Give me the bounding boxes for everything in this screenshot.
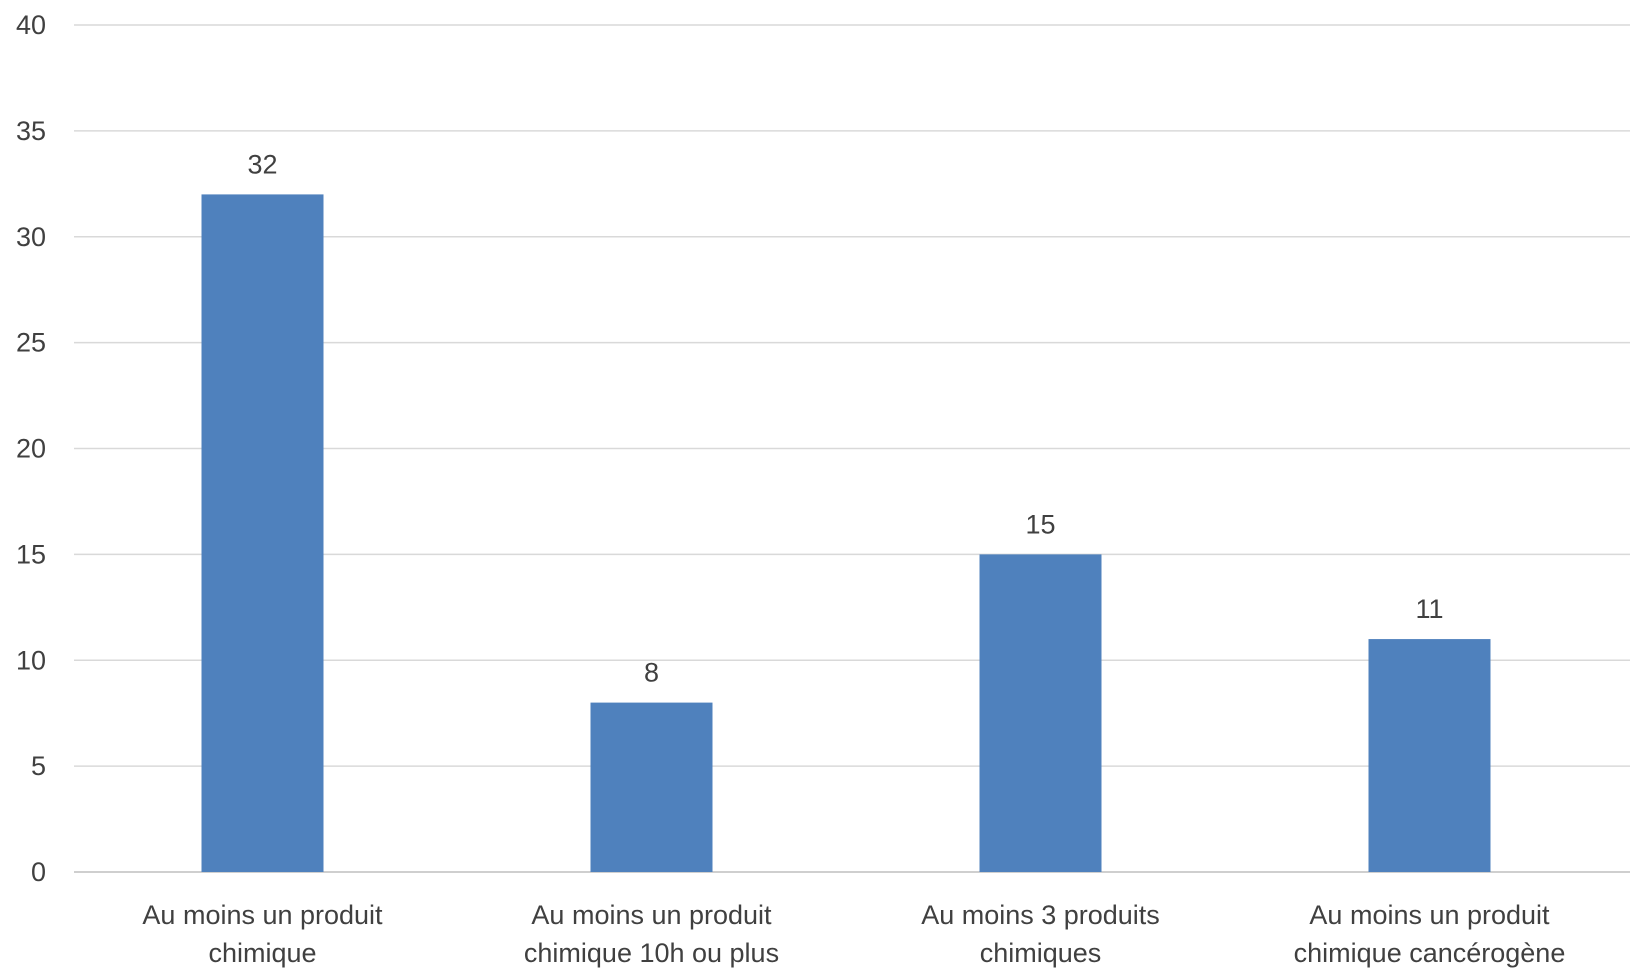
- x-axis-categories: Au moins un produit chimique Au moins un p…: [142, 900, 1565, 968]
- data-labels: 32 8 15 11: [247, 149, 1443, 687]
- data-label: 11: [1415, 594, 1443, 624]
- bar: [1369, 639, 1491, 872]
- data-label: 8: [644, 658, 659, 688]
- bar: [202, 194, 324, 872]
- x-tick-label: Au moins un produit: [531, 900, 772, 930]
- bar: [980, 554, 1102, 872]
- x-tick-label: Au moins 3 produits: [921, 900, 1160, 930]
- x-tick-label: chimique: [208, 938, 316, 968]
- x-tick-label: Au moins un produit: [142, 900, 383, 930]
- bars: [202, 194, 1491, 872]
- data-label: 15: [1025, 509, 1055, 539]
- x-tick-label: Au moins un produit: [1309, 900, 1550, 930]
- x-tick-label: chimique 10h ou plus: [524, 938, 779, 968]
- y-tick-label: 0: [31, 857, 46, 887]
- data-label: 32: [247, 149, 277, 179]
- y-tick-label: 30: [16, 222, 46, 252]
- y-tick-label: 5: [31, 751, 46, 781]
- y-tick-label: 10: [16, 645, 46, 675]
- x-tick-label: chimique cancérogène: [1294, 938, 1566, 968]
- x-tick-label: chimiques: [980, 938, 1102, 968]
- y-tick-label: 15: [16, 539, 46, 569]
- y-tick-label: 35: [16, 116, 46, 146]
- y-tick-label: 25: [16, 328, 46, 358]
- y-axis-ticks: 0 5 10 15 20 25 30 35 40: [16, 10, 46, 887]
- y-tick-label: 20: [16, 434, 46, 464]
- y-tick-label: 40: [16, 10, 46, 40]
- bar: [591, 703, 713, 872]
